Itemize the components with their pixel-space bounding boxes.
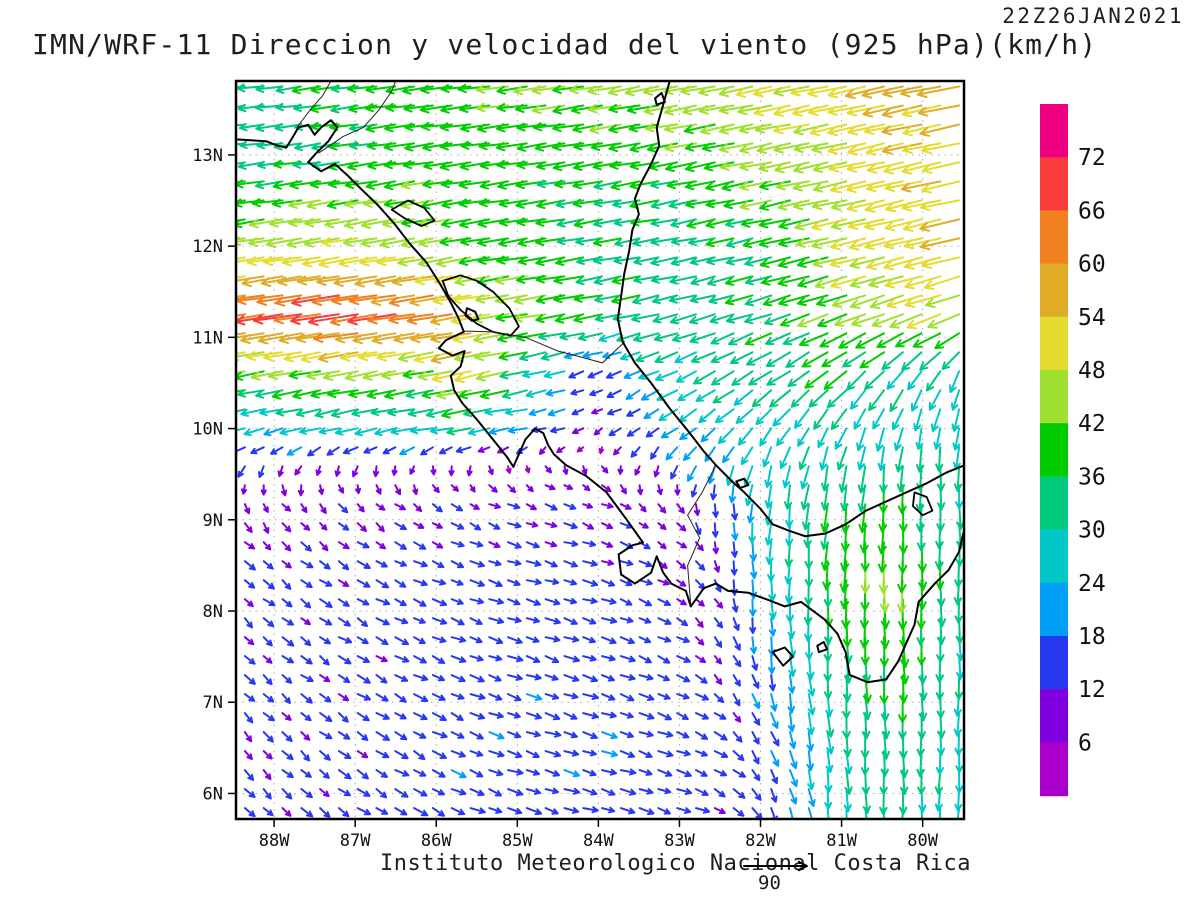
lon-tick-label: 87W [340,831,371,851]
colorbar-band [1040,476,1068,531]
lat-tick-label: 12N [192,237,223,257]
colorbar-band [1040,689,1068,743]
colorbar-label: 48 [1078,358,1106,384]
colorbar-label: 24 [1078,571,1106,597]
colorbar-label: 30 [1078,518,1106,544]
lon-tick-label: 82W [745,831,776,851]
colorbar-label: 12 [1078,677,1106,703]
colorbar-label: 72 [1078,145,1106,171]
lat-tick-label: 13N [192,146,223,166]
coastline-layer [236,81,964,684]
colorbar-label: 54 [1078,305,1106,331]
colorbar-band [1040,316,1068,371]
axis-layer: 88W 87W 86W 85W 84W 83W 82W 81W 80W 13N 12N 11N 10N 9… [192,146,938,851]
lon-tick-label: 88W [259,831,290,851]
lat-tick-label: 9N [203,511,223,531]
colorbar-band [1040,423,1068,477]
border-layer [296,81,717,606]
colorbar-band [1040,529,1068,584]
lon-tick-label: 84W [583,831,614,851]
lat-tick-label: 7N [203,693,223,713]
colorbar-label: 42 [1078,411,1106,437]
lat-tick-label: 6N [203,784,223,804]
lon-tick-label: 81W [826,831,857,851]
colorbar-label: 18 [1078,624,1106,650]
lat-tick-label: 8N [203,602,223,622]
colorbar-label: 60 [1078,252,1106,278]
colorbar-label: 66 [1078,198,1106,224]
colorbar-band [1040,370,1068,424]
valid-timestamp: 22Z26JAN2021 [1002,4,1184,28]
colorbar-band [1040,636,1068,690]
colorbar: 72 66 60 54 48 42 36 30 24 18 12 6 [1040,104,1106,797]
reference-vector-label: 90 [758,872,781,894]
colorbar-band [1040,582,1068,637]
lon-tick-label: 85W [502,831,533,851]
lon-tick-label: 80W [907,831,938,851]
colorbar-label: 36 [1078,464,1106,490]
colorbar-band [1040,157,1068,211]
colorbar-band [1040,263,1068,318]
lat-tick-label: 11N [192,328,223,348]
lat-tick-label: 10N [192,420,223,440]
colorbar-label: 6 [1078,730,1092,756]
reference-vector [743,860,808,872]
colorbar-band [1040,104,1068,158]
lon-tick-label: 83W [664,831,695,851]
plot-frame [234,79,966,821]
lon-tick-label: 86W [421,831,452,851]
colorbar-band [1040,210,1068,265]
colorbar-band [1040,742,1068,797]
wind-vector-layer [236,83,964,819]
credit-line: Instituto Meteorologico Nacional Costa R… [380,851,972,876]
chart-title: IMN/WRF-11 Direccion y velocidad del vie… [32,28,1098,61]
